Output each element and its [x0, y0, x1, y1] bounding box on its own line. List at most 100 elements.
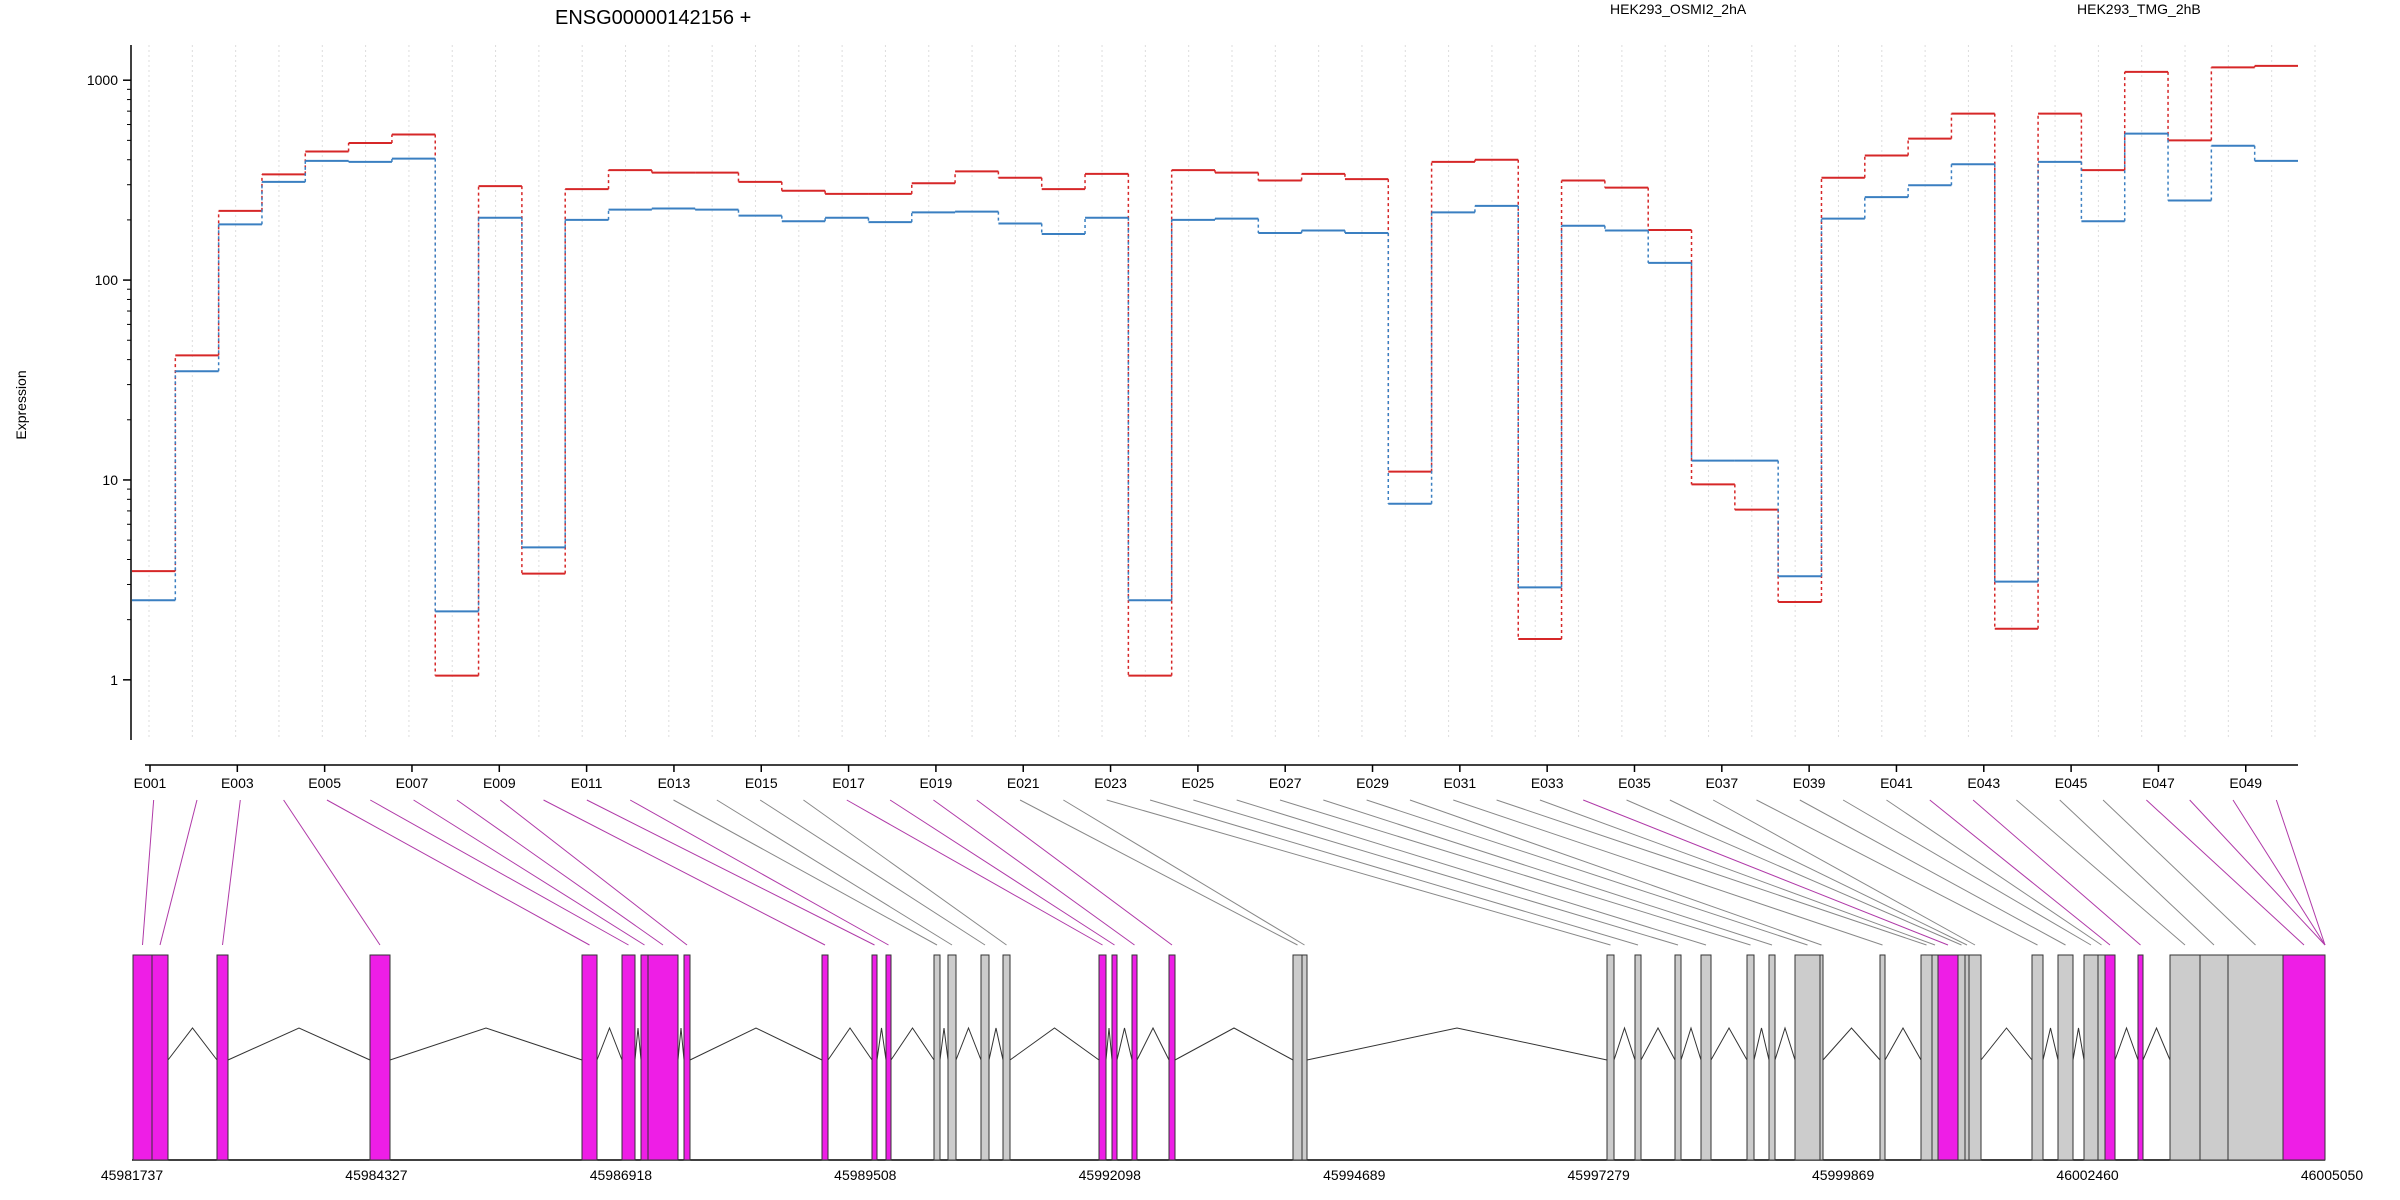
exon-block: [1937, 954, 1959, 1161]
exon-block: [1301, 954, 1308, 1161]
exon-connector: [222, 799, 241, 946]
exon-block: [1674, 954, 1682, 1161]
exon-connector: [759, 799, 986, 946]
exon-tick-label: E025: [1182, 775, 1215, 791]
exon-connector: [1149, 799, 1639, 946]
intron: [689, 1027, 823, 1061]
exon-block: [885, 954, 892, 1161]
exon-block: [151, 954, 169, 1161]
exon-block: [132, 954, 153, 1161]
intron: [876, 1027, 887, 1061]
legend-entry-osmi2: HEK293_OSMI2_2hA: [1610, 1, 1747, 17]
exon-block: [2057, 954, 2074, 1161]
exon-block: [2097, 954, 2106, 1161]
exon-block: [980, 954, 990, 1161]
exon-connector: [1756, 799, 2038, 946]
exon-connector: [1063, 799, 1305, 946]
intron: [939, 1027, 949, 1061]
exon-connector: [846, 799, 1103, 946]
exon-connector: [586, 799, 875, 946]
exon-block: [1111, 954, 1118, 1161]
intron: [1884, 1026, 1922, 1061]
intron: [1116, 1027, 1133, 1061]
exon-connector: [1193, 799, 1679, 946]
exon-tick-label: E017: [832, 775, 865, 791]
exon-connector: [413, 799, 645, 946]
intron: [1980, 1027, 2033, 1061]
exon-tick-label: E007: [396, 775, 429, 791]
exon-connector: [1236, 799, 1707, 946]
exon-tick-label: E037: [1705, 775, 1738, 791]
exon-tick-label: E011: [571, 775, 603, 791]
exon-block: [1168, 954, 1176, 1161]
intron: [2042, 1027, 2059, 1061]
intron: [1613, 1026, 1636, 1061]
y-axis: 1 10 100 1000: [87, 45, 132, 740]
exon-block: [1920, 954, 1933, 1161]
y-tick-label: 1000: [87, 72, 118, 88]
exon-block: [1131, 954, 1138, 1161]
exon-block: [1002, 954, 1011, 1161]
exon-tick-label: E009: [483, 775, 516, 791]
exon-tick-label: E049: [2229, 775, 2262, 791]
y-tick-label: 1: [110, 672, 118, 688]
exon-block: [933, 954, 941, 1161]
exon-connector: [889, 799, 1115, 946]
exon-connector: [2059, 799, 2215, 946]
chart-title: ENSG00000142156 +: [555, 7, 751, 29]
exon-connector: [2275, 799, 2326, 946]
exon-connector: [283, 799, 381, 946]
intron: [1710, 1026, 1748, 1061]
exon-tick-label: E019: [920, 775, 953, 791]
intron: [1174, 1027, 1294, 1061]
exon-connector: [1712, 799, 1976, 946]
intron: [988, 1027, 1004, 1061]
intron: [1009, 1027, 1100, 1061]
exon-block: [581, 954, 598, 1161]
genomic-tick-label: 46005050: [2301, 1167, 2364, 1183]
exon-connector: [1019, 799, 1298, 946]
exon-connector: [456, 799, 664, 946]
exon-block: [1931, 954, 1939, 1161]
exon-block: [2227, 954, 2284, 1161]
exon-tick-label: E005: [308, 775, 341, 791]
intron: [1753, 1027, 1770, 1061]
exon-tick-label: E001: [134, 775, 167, 791]
exon-block: [1700, 954, 1712, 1161]
exon-connector: [1583, 799, 1949, 946]
exon-block: [1292, 954, 1303, 1161]
intron: [1136, 1026, 1170, 1061]
genomic-tick-label: 45984327: [345, 1167, 408, 1183]
y-tick-label: 10: [102, 472, 118, 488]
exon-tick-label: E031: [1443, 775, 1476, 791]
exon-tick-label: E003: [221, 775, 254, 791]
exon-connector: [673, 799, 938, 946]
exon-connector: [370, 799, 629, 946]
exon-connector: [933, 799, 1135, 946]
exon-block: [1794, 954, 1821, 1161]
intron: [1640, 1026, 1676, 1061]
intron: [1680, 1026, 1702, 1061]
intron: [1306, 1027, 1608, 1061]
exon-connector: [1886, 799, 2102, 946]
exon-connector: [2016, 799, 2186, 946]
exon-tick-label: E035: [1618, 775, 1651, 791]
gene-model: [132, 954, 2326, 1161]
intron: [955, 1026, 982, 1061]
exon-connector: [2146, 799, 2305, 946]
intron: [1774, 1026, 1796, 1061]
intron: [2072, 1027, 2085, 1061]
genomic-tick-label: 45989508: [834, 1167, 897, 1183]
exon-connector: [2232, 799, 2326, 946]
exon-block: [1768, 954, 1776, 1161]
exon-connector: [142, 799, 155, 946]
y-tick-label: 100: [95, 272, 119, 288]
exon-tick-label: E033: [1531, 775, 1564, 791]
intron: [389, 1027, 583, 1061]
exon-block: [947, 954, 957, 1161]
exon-connector-lines: [142, 799, 2326, 946]
intron: [827, 1027, 873, 1061]
exon-tick-label: E015: [745, 775, 778, 791]
genomic-axis: 45981737 45984327 45986918 45989508 45992098…: [101, 1167, 2364, 1183]
